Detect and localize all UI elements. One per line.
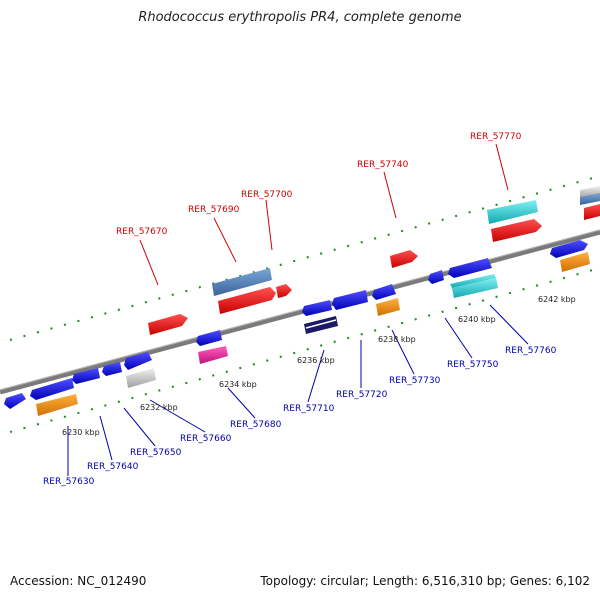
gene-blue-g[interactable] [302, 300, 332, 316]
gene-blue-a[interactable] [4, 393, 26, 409]
tick-label-5: 6240 kbp [458, 315, 496, 324]
gene-RER_57680[interactable] [198, 346, 228, 364]
gene-blue-j[interactable] [428, 270, 444, 284]
label-bot-7[interactable]: RER_57730 [389, 376, 441, 386]
gene-RER_57690[interactable] [218, 287, 276, 314]
label-bot-9[interactable]: RER_57760 [505, 346, 557, 356]
label-top-3[interactable]: RER_57740 [357, 160, 409, 170]
gene-RER_57630[interactable] [36, 394, 78, 416]
topology-text: Topology: circular; Length: 6,516,310 bp… [260, 574, 590, 588]
label-bot-5[interactable]: RER_57710 [283, 404, 335, 414]
genome-axis [0, 229, 600, 395]
accession-text: Accession: NC_012490 [10, 574, 147, 588]
gene-blue-l[interactable] [550, 240, 588, 258]
label-top-4[interactable]: RER_57770 [470, 132, 522, 142]
label-bot-3[interactable]: RER_57660 [180, 434, 232, 444]
label-bot-8[interactable]: RER_57750 [447, 360, 499, 370]
genes-lower [4, 240, 590, 416]
gene-blue-c[interactable] [72, 368, 100, 384]
gene-blue-i[interactable] [372, 284, 396, 300]
map-title: Rhodococcus erythropolis PR4, complete g… [138, 10, 462, 25]
label-bot-4[interactable]: RER_57680 [230, 420, 282, 430]
top-gene-labels: RER_57670 RER_57690 RER_57700 RER_57740 … [116, 132, 522, 237]
gene-blue-f[interactable] [196, 330, 222, 346]
tick-label-4: 6238 kbp [378, 335, 416, 344]
gene-RER_57670[interactable] [148, 314, 188, 335]
label-top-1[interactable]: RER_57690 [188, 205, 240, 215]
label-top-0[interactable]: RER_57670 [116, 227, 168, 237]
gene-blue-h[interactable] [332, 290, 368, 310]
gene-red-57770b[interactable] [491, 219, 542, 242]
label-bot-1[interactable]: RER_57640 [87, 462, 139, 472]
label-bot-6[interactable]: RER_57720 [336, 390, 388, 400]
gene-RER_57730[interactable] [376, 298, 400, 316]
tick-label-0: 6230 kbp [62, 428, 100, 437]
gene-blue-k[interactable] [448, 258, 492, 278]
gene-RER_57710[interactable] [304, 316, 338, 334]
gene-RER_57660[interactable] [126, 368, 156, 388]
gene-RER_57750[interactable] [450, 274, 496, 288]
gene-red-edge[interactable] [584, 204, 600, 220]
tick-label-6: 6242 kbp [538, 295, 576, 304]
label-bot-0[interactable]: RER_57630 [43, 477, 95, 487]
gene-blue-d[interactable] [102, 362, 122, 376]
tick-label-2: 6234 kbp [219, 380, 257, 389]
tick-label-3: 6236 kbp [297, 356, 335, 365]
gene-blue-e[interactable] [124, 352, 152, 370]
bottom-gene-labels: RER_57630 RER_57640 RER_57650 RER_57660 … [43, 346, 557, 487]
gene-blue-b[interactable] [30, 378, 74, 400]
gene-RER_57760[interactable] [560, 252, 590, 272]
top-leader-lines [139, 143, 509, 286]
label-bot-2[interactable]: RER_57650 [130, 448, 182, 458]
gene-steel-1[interactable] [212, 268, 272, 296]
gene-RER_57750b[interactable] [452, 278, 498, 298]
genes-upper [148, 186, 600, 335]
label-top-2[interactable]: RER_57700 [241, 190, 293, 200]
bottom-leader-lines [67, 304, 529, 476]
gene-steel-edge[interactable] [580, 193, 600, 205]
gene-RER_57740[interactable] [390, 250, 418, 268]
gene-RER_57700[interactable] [276, 284, 292, 298]
gene-RER_57770[interactable] [487, 200, 538, 224]
tick-label-1: 6232 kbp [140, 403, 178, 412]
kbp-tick-labels: 6230 kbp 6232 kbp 6234 kbp 6236 kbp 6238… [62, 295, 576, 437]
